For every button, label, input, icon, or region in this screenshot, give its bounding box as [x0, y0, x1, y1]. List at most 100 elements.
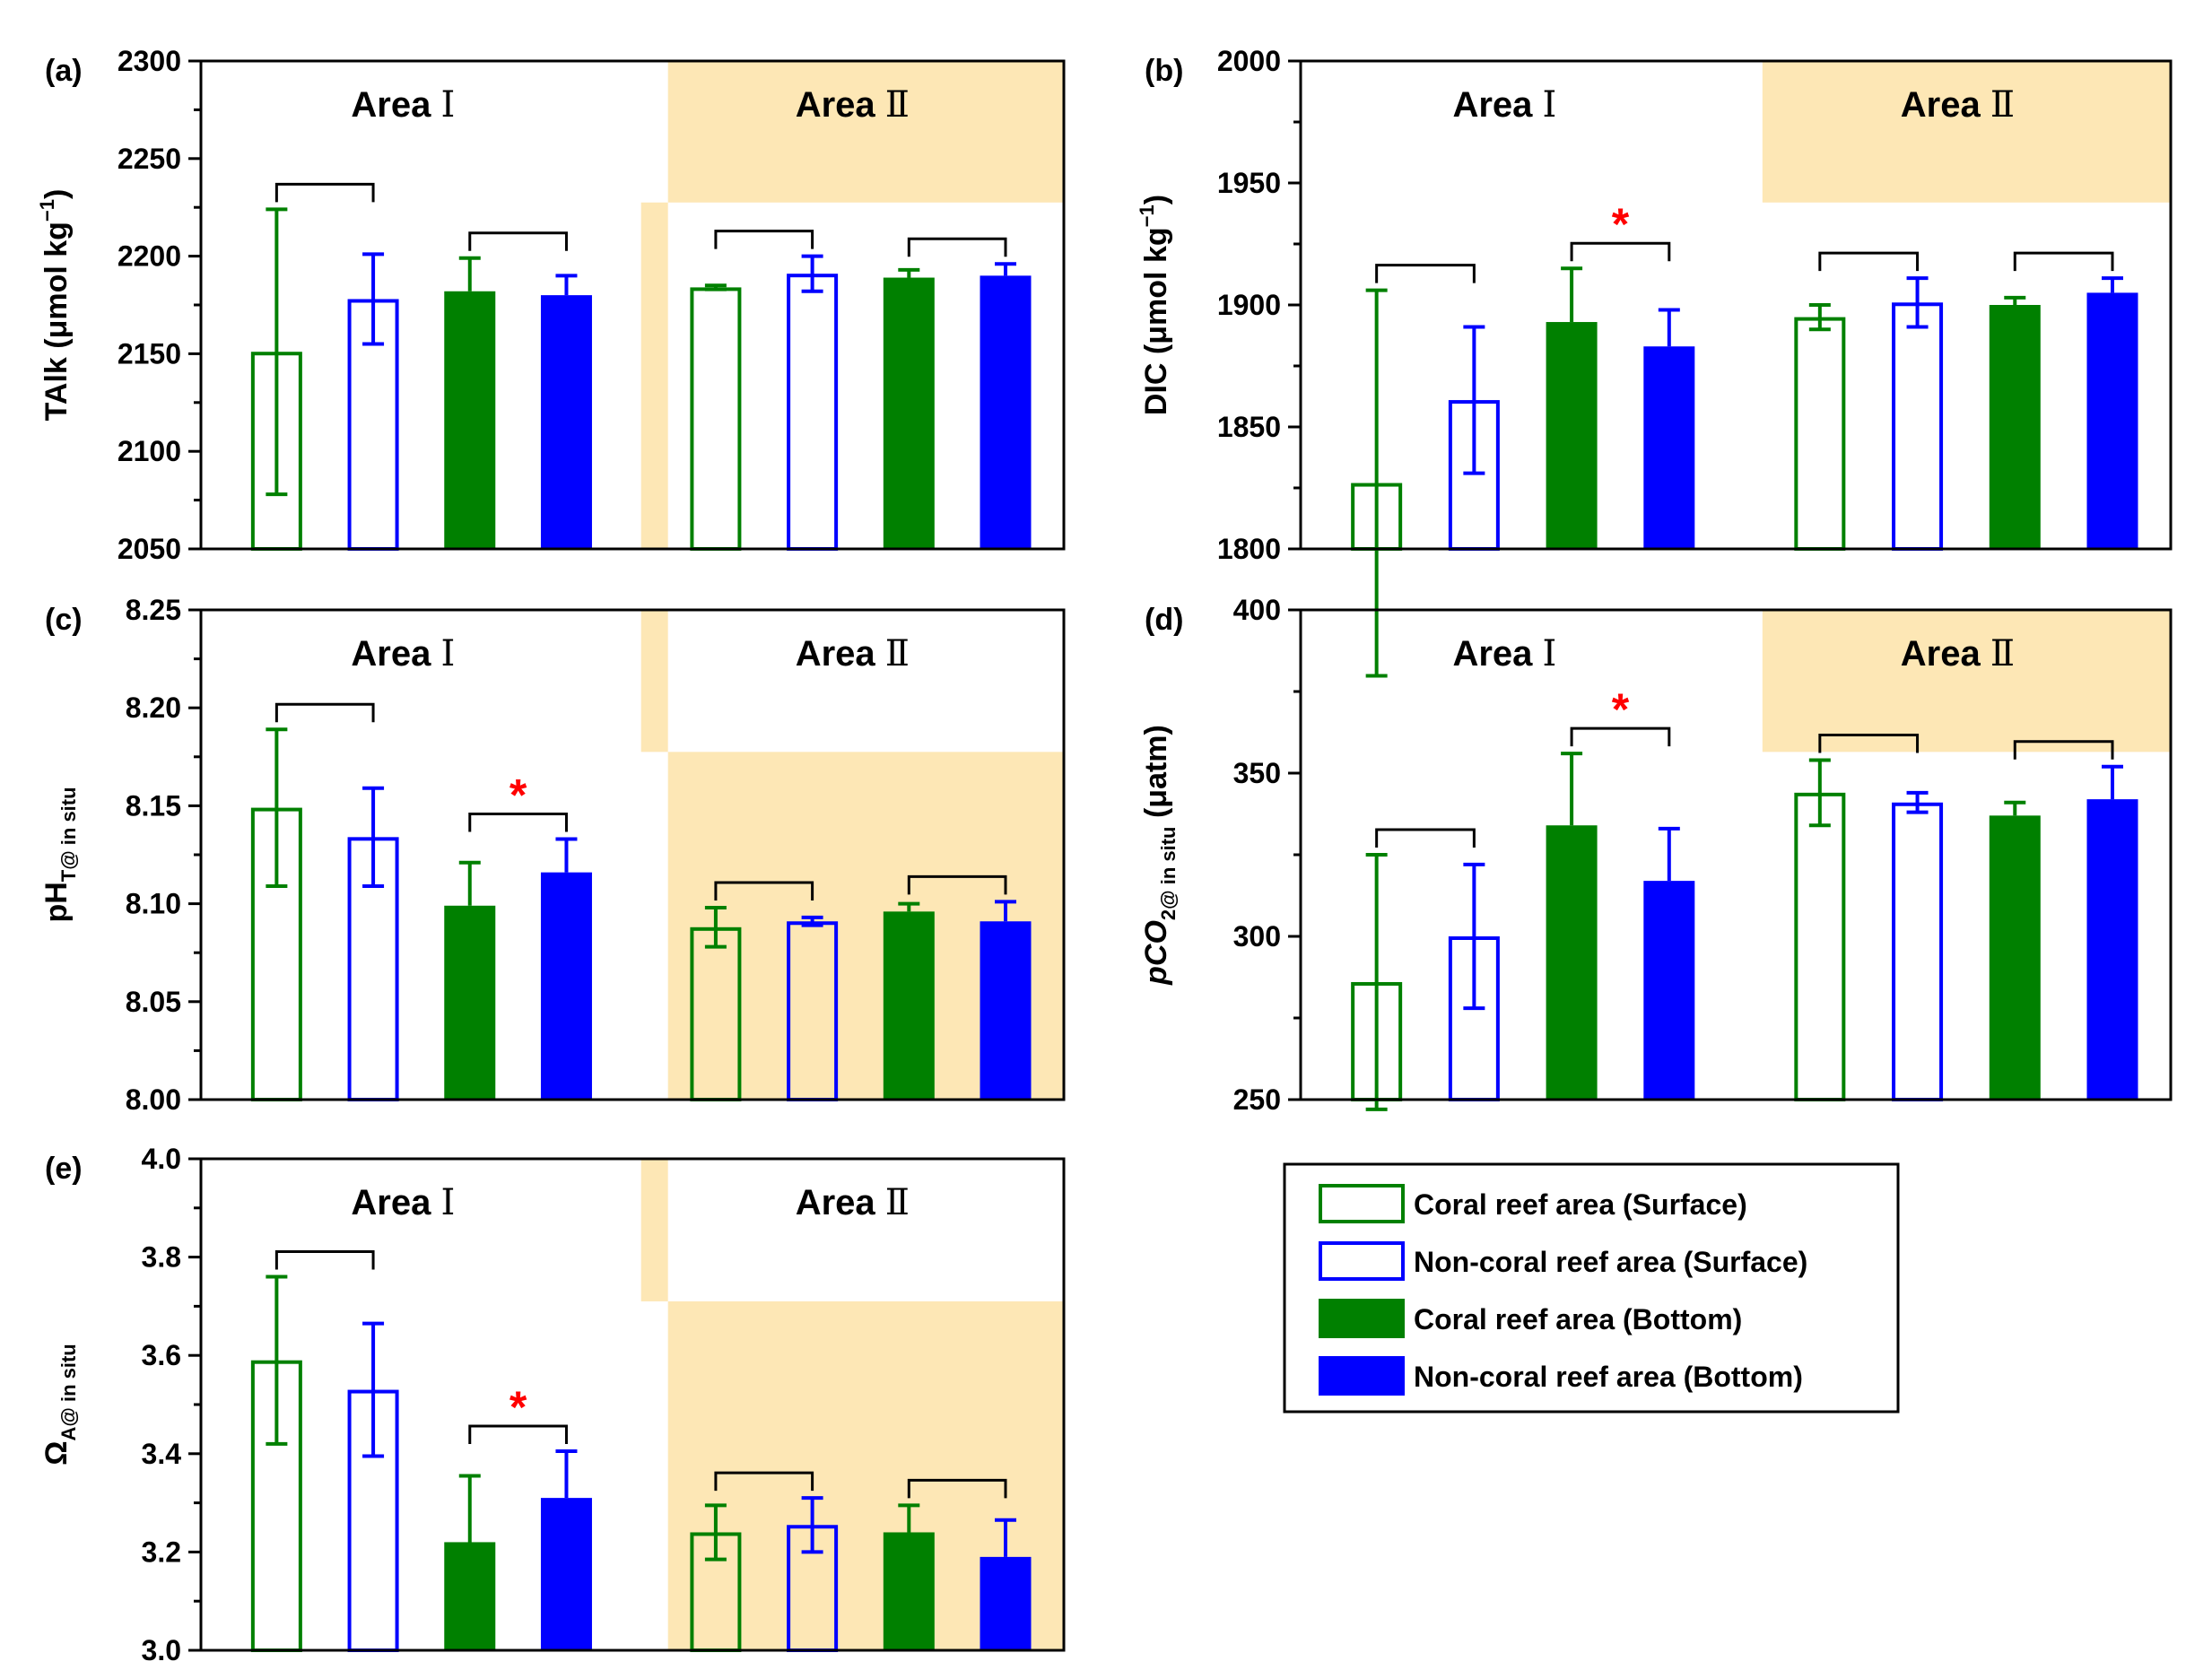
significance-bracket [907, 874, 1007, 895]
bar-group [1643, 308, 1695, 549]
legend-label: Non-coral reef area (Bottom) [1414, 1361, 1803, 1393]
bar [540, 872, 592, 1100]
bar [444, 905, 496, 1100]
significance-bracket [1818, 251, 1920, 272]
area-1-word: Area [1452, 634, 1542, 674]
area-2-word: Area [796, 85, 885, 125]
bar-group [250, 1274, 302, 1653]
area-2-label: Area Ⅱ [1901, 633, 2015, 674]
y-label-sup: −1 [36, 199, 58, 222]
bar [1892, 302, 1944, 551]
bar-group [250, 207, 302, 551]
y-axis-label: DIC (μmol kg−1) [1136, 195, 1173, 415]
significance-bracket [714, 1471, 814, 1492]
y-label-main: Ω [39, 1440, 74, 1465]
bar [690, 287, 742, 551]
y-tick-label: 2250 [118, 143, 181, 175]
bar-group [347, 252, 399, 551]
bar [787, 274, 839, 551]
area-2-label: Area Ⅱ [796, 1182, 910, 1222]
bar-group [787, 254, 839, 551]
panel-label: (a) [45, 54, 83, 88]
legend-label: Coral reef area (Bottom) [1414, 1303, 1742, 1335]
y-tick-label: 2200 [118, 240, 181, 273]
area-1-word: Area [351, 1183, 440, 1222]
area-1-label: Area Ⅰ [1452, 84, 1556, 125]
legend-label: Coral reef area (Surface) [1414, 1188, 1747, 1221]
area-2-roman: Ⅱ [885, 1182, 910, 1222]
bar-group [883, 901, 935, 1100]
y-label-sub: A@ in situ [57, 1344, 80, 1440]
area-2-roman: Ⅱ [885, 84, 910, 125]
y-tick-label: 1900 [1217, 289, 1281, 321]
area-2-word: Area [796, 1183, 885, 1222]
significance-bracket [1570, 241, 1671, 262]
y-tick-label: 3.0 [142, 1634, 181, 1666]
significance-star: * [509, 770, 527, 821]
bar-group [1351, 853, 1403, 1111]
significance-bracket [468, 813, 568, 832]
shade-rect [640, 202, 668, 549]
bar-group [883, 1503, 935, 1650]
area-2-label: Area Ⅱ [796, 84, 910, 125]
area-1-roman: Ⅰ [440, 1182, 455, 1222]
y-label-main: TAlk (μmol kg [39, 222, 74, 421]
bar-group [1794, 303, 1846, 551]
area-1-label: Area Ⅰ [1452, 633, 1556, 674]
y-tick-label: 8.20 [126, 692, 181, 724]
area-1-label: Area Ⅰ [351, 1182, 455, 1222]
y-axis-label: ΩA@ in situ [39, 1344, 80, 1466]
bar [540, 1498, 592, 1650]
significance-bracket [468, 231, 568, 251]
area-1-label: Area Ⅰ [351, 84, 455, 125]
y-tick-label: 8.05 [126, 986, 181, 1018]
bar [444, 1542, 496, 1650]
area-1-roman: Ⅰ [440, 84, 455, 125]
shade-rect [640, 610, 668, 753]
area-1-roman: Ⅰ [1543, 84, 1557, 125]
bar [444, 291, 496, 549]
bar-group [540, 1449, 592, 1650]
bar [1794, 792, 1846, 1102]
area-1-roman: Ⅰ [440, 633, 455, 674]
bar-group [2086, 764, 2138, 1100]
area-1-word: Area [1452, 85, 1542, 125]
area-1-roman: Ⅰ [1543, 633, 1557, 674]
bar-group [1989, 295, 2041, 549]
y-tick-label: 8.10 [126, 888, 181, 920]
area2-shading [1762, 61, 2171, 203]
significance-bracket [714, 230, 814, 249]
area-2-roman: Ⅱ [1990, 633, 2015, 674]
significance-bracket [907, 237, 1007, 257]
y-tick-label: 1850 [1217, 411, 1281, 443]
area-1-word: Area [351, 85, 440, 125]
bar [1546, 825, 1598, 1100]
area2-shading [640, 61, 1064, 549]
panel-1: Area Ⅰ Area Ⅱ*18001850190019502000(b)DIC … [1136, 45, 2173, 678]
bar-group [690, 283, 742, 551]
bar-group [1351, 288, 1403, 678]
significance-bracket [714, 881, 814, 900]
bar [1546, 322, 1598, 549]
y-axis-label: pCO2@ in situ (μatm) [1139, 725, 1180, 986]
y-tick-label: 4.0 [142, 1143, 181, 1175]
y-tick-label: 400 [1233, 594, 1281, 626]
significance-bracket [274, 702, 375, 723]
y-axis-label: TAlk (μmol kg−1) [36, 189, 74, 422]
area2-shading [1762, 610, 2171, 753]
y-tick-label: 2150 [118, 337, 181, 370]
bar [1794, 317, 1846, 551]
bar-group [1892, 790, 1944, 1101]
y-label-close: ) [1139, 195, 1173, 204]
y-tick-label: 3.4 [142, 1438, 182, 1470]
bar [1892, 802, 1944, 1101]
y-tick-label: 2300 [118, 45, 181, 77]
bar-group [1892, 276, 1944, 551]
bar [980, 275, 1032, 549]
legend-label: Non-coral reef area (Surface) [1414, 1246, 1807, 1278]
bar-group [1643, 826, 1695, 1100]
area-2-roman: Ⅱ [1990, 84, 2015, 125]
bar [980, 1556, 1032, 1650]
y-label-sub: T@ in situ [57, 787, 80, 882]
bar-group [1794, 758, 1846, 1102]
